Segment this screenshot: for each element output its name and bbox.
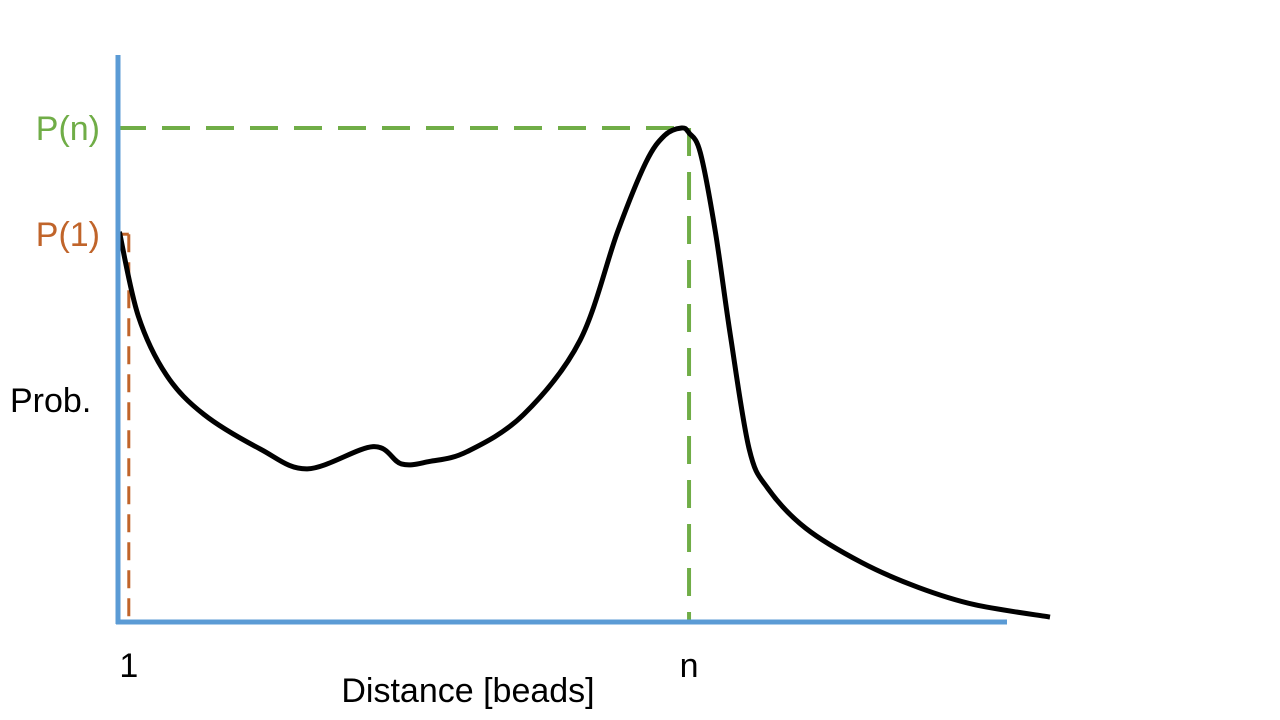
labels: Prob. Distance [beads] P(1) P(n) 1 n [10, 110, 699, 710]
axes [115, 55, 1007, 625]
curve-layer [116, 125, 1051, 620]
x-axis-label: Distance [beads] [341, 672, 594, 710]
x-tick-label-1: 1 [119, 647, 138, 685]
y-tick-label-1: P(1) [36, 216, 100, 254]
y-tick-label-2: P(n) [36, 110, 100, 148]
guide-lines [118, 126, 692, 622]
x-tick-label-2: n [680, 647, 699, 685]
y-axis-label: Prob. [10, 382, 91, 420]
probability-curve [116, 125, 1051, 620]
